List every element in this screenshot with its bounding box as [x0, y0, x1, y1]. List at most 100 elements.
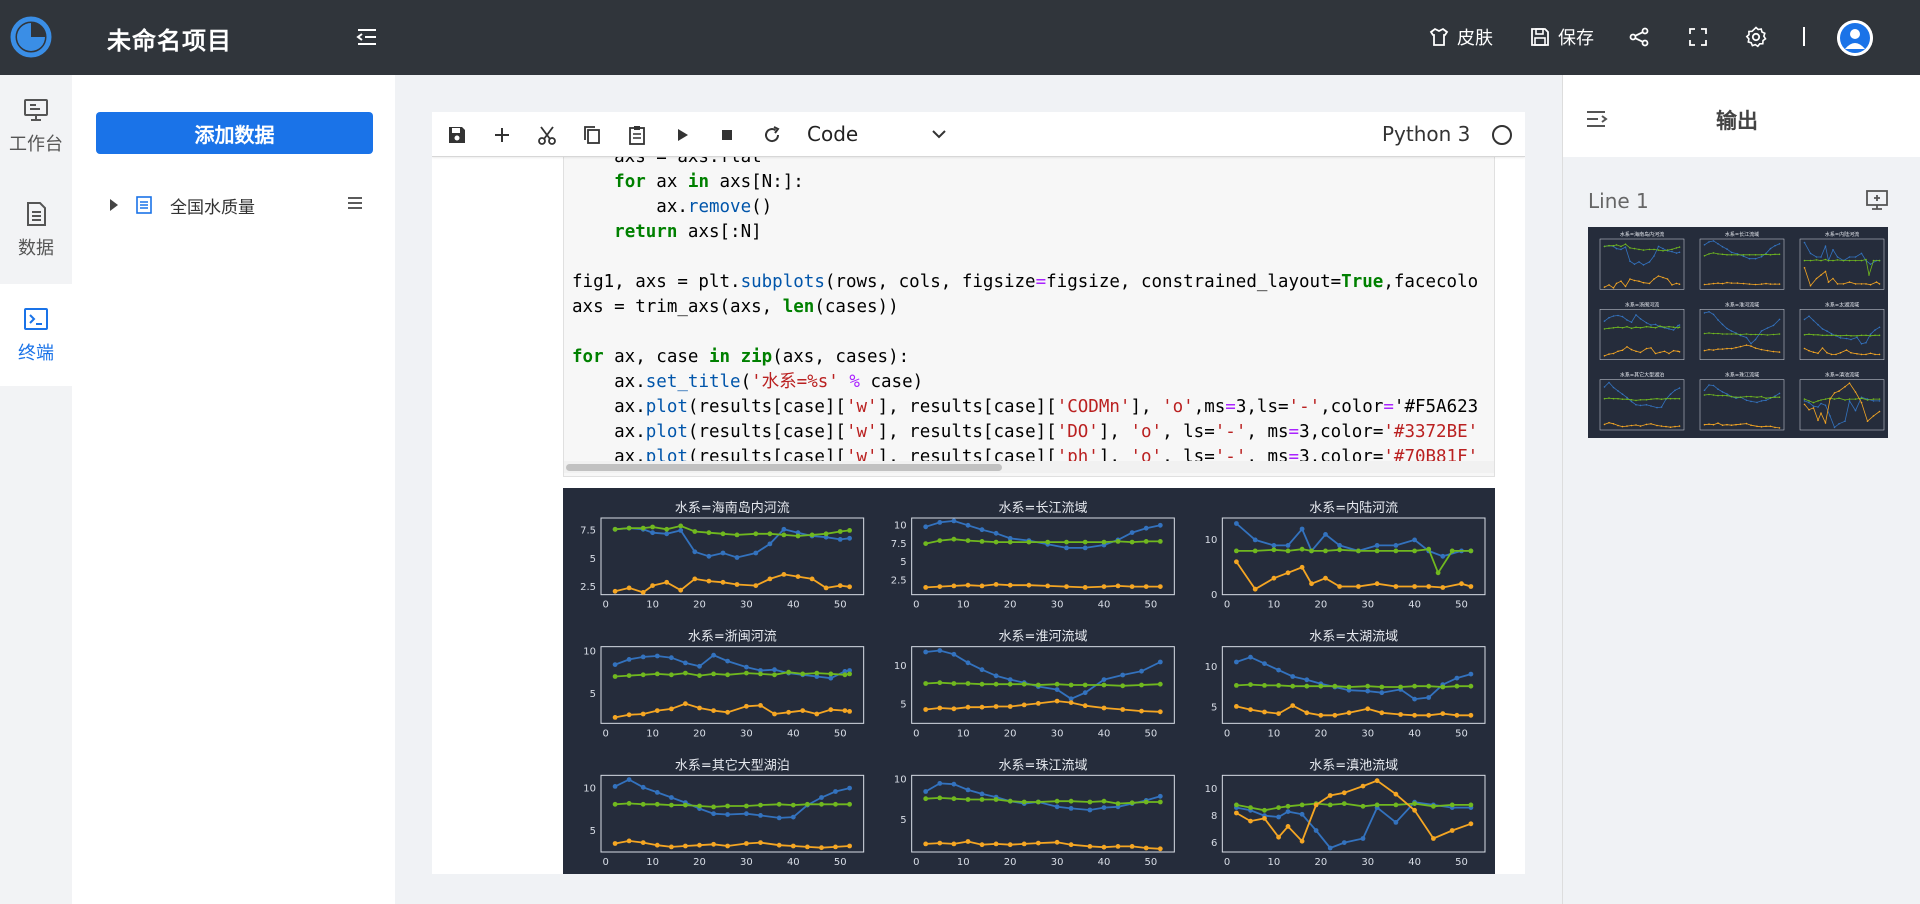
series-line-do: [1604, 381, 1680, 409]
data-point-codmn: [1603, 286, 1606, 288]
data-point-ph: [1717, 332, 1719, 335]
data-point-codmn: [1739, 423, 1742, 425]
x-tick-label: 30: [1051, 857, 1064, 868]
y-tick-label: 5: [900, 700, 906, 711]
subplot-title: 水系=内陆河流: [1309, 500, 1398, 516]
data-point-do: [979, 791, 985, 797]
fullscreen-button[interactable]: [1686, 24, 1710, 50]
data-point-ph: [1668, 325, 1670, 328]
plus-icon: [495, 128, 509, 142]
caret-right-icon[interactable]: [108, 198, 120, 212]
series-line-ph: [1604, 243, 1680, 252]
restart-kernel-button[interactable]: [759, 122, 785, 148]
data-point-ph: [1271, 547, 1277, 553]
data-point-ph: [790, 802, 796, 808]
add-cell-button[interactable]: [489, 122, 515, 148]
data-point-do: [823, 534, 829, 540]
rail-item-data[interactable]: 数据: [0, 179, 72, 281]
data-point-ph: [1054, 681, 1060, 687]
floppy-icon: [449, 127, 465, 143]
data-point-ph: [1750, 333, 1752, 336]
rail-item-workbench[interactable]: 工作台: [0, 75, 72, 177]
app-header: 未命名项目 皮肤 保存: [0, 0, 1920, 75]
data-point-ph: [626, 673, 632, 678]
data-point-do: [790, 814, 796, 820]
data-point-do: [1809, 252, 1812, 255]
data-point-do: [1803, 241, 1806, 244]
data-point-ph: [1865, 258, 1867, 261]
data-point-ph: [1750, 395, 1752, 398]
rail-item-terminal[interactable]: 终端: [0, 284, 72, 386]
copy-cell-button[interactable]: [579, 122, 605, 148]
tree-item-dataset[interactable]: 全国水质量: [108, 190, 388, 220]
cut-cell-button[interactable]: [534, 122, 560, 148]
x-tick-label: 0: [603, 600, 609, 611]
data-point-do: [1721, 323, 1724, 326]
add-data-button[interactable]: 添加数据: [96, 112, 373, 154]
paste-cell-button[interactable]: [624, 122, 650, 148]
data-point-codmn: [626, 838, 632, 844]
data-point-codmn: [1717, 282, 1719, 284]
data-point-codmn: [1374, 581, 1380, 587]
present-icon[interactable]: [1865, 189, 1889, 211]
data-point-codmn: [1712, 282, 1715, 285]
data-point-do: [720, 550, 726, 556]
data-point-do: [1662, 247, 1664, 250]
data-point-ph: [1449, 548, 1455, 554]
data-point-codmn: [1290, 703, 1296, 708]
stop-kernel-button[interactable]: [714, 122, 740, 148]
user-avatar[interactable]: [1837, 20, 1873, 56]
series-line-codmn: [1704, 344, 1780, 353]
copy-icon: [584, 126, 600, 144]
kernel-status-indicator: [1492, 125, 1512, 145]
cell-type-select[interactable]: Code: [807, 120, 947, 148]
share-button[interactable]: [1627, 24, 1651, 50]
data-point-codmn: [1677, 350, 1679, 353]
data-point-do: [1708, 241, 1710, 243]
data-point-ph: [1007, 681, 1013, 687]
data-point-codmn: [1630, 348, 1633, 351]
data-point-do: [795, 530, 801, 536]
subplot-title: 水系=长江流域: [1725, 231, 1759, 238]
data-point-ph: [1872, 259, 1875, 262]
data-point-codmn: [697, 842, 702, 848]
code-editor[interactable]: axs = axs.flat for ax in axs[N:]: ax.rem…: [572, 153, 1478, 470]
data-point-codmn: [1621, 425, 1624, 428]
subplot-frame: [1699, 309, 1785, 360]
data-point-codmn: [1248, 818, 1253, 824]
notebook-toolbar: Code Python 3: [432, 112, 1525, 157]
output-line-label: Line 1: [1588, 189, 1649, 213]
data-point-codmn: [1356, 584, 1361, 589]
code-cell[interactable]: axs = axs.flat for ax in axs[N:]: ax.rem…: [563, 152, 1495, 477]
skin-button[interactable]: 皮肤: [1427, 24, 1493, 50]
data-point-do: [744, 811, 749, 817]
save-button[interactable]: 保存: [1528, 24, 1594, 50]
data-point-do: [1750, 400, 1752, 403]
collapse-output-icon[interactable]: [1585, 108, 1609, 130]
data-point-do: [626, 777, 632, 782]
data-point-ph: [1736, 254, 1739, 256]
data-point-ph: [1398, 684, 1403, 690]
save-notebook-button[interactable]: [444, 122, 470, 148]
run-cell-button[interactable]: [669, 122, 695, 148]
data-point-codmn: [937, 584, 943, 589]
code-line: for ax in axs[N:]:: [614, 172, 804, 192]
tree-item-menu-icon[interactable]: [346, 194, 364, 212]
y-tick-label: 10: [894, 521, 907, 532]
data-point-do: [626, 657, 632, 662]
data-point-ph: [1850, 335, 1852, 337]
data-point-ph: [664, 526, 670, 532]
data-point-ph: [1635, 399, 1637, 402]
collapse-menu-icon[interactable]: [356, 26, 378, 48]
horizontal-scrollbar-thumb[interactable]: [566, 464, 1002, 471]
horizontal-scrollbar[interactable]: [564, 461, 1494, 473]
data-point-do: [654, 790, 660, 795]
data-point-ph: [1824, 398, 1827, 400]
data-point-do: [1657, 245, 1660, 248]
settings-button[interactable]: [1744, 24, 1768, 50]
data-point-ph: [1844, 399, 1846, 401]
data-point-codmn: [1143, 845, 1149, 851]
data-point-codmn: [1878, 353, 1881, 356]
data-point-do: [654, 653, 660, 659]
